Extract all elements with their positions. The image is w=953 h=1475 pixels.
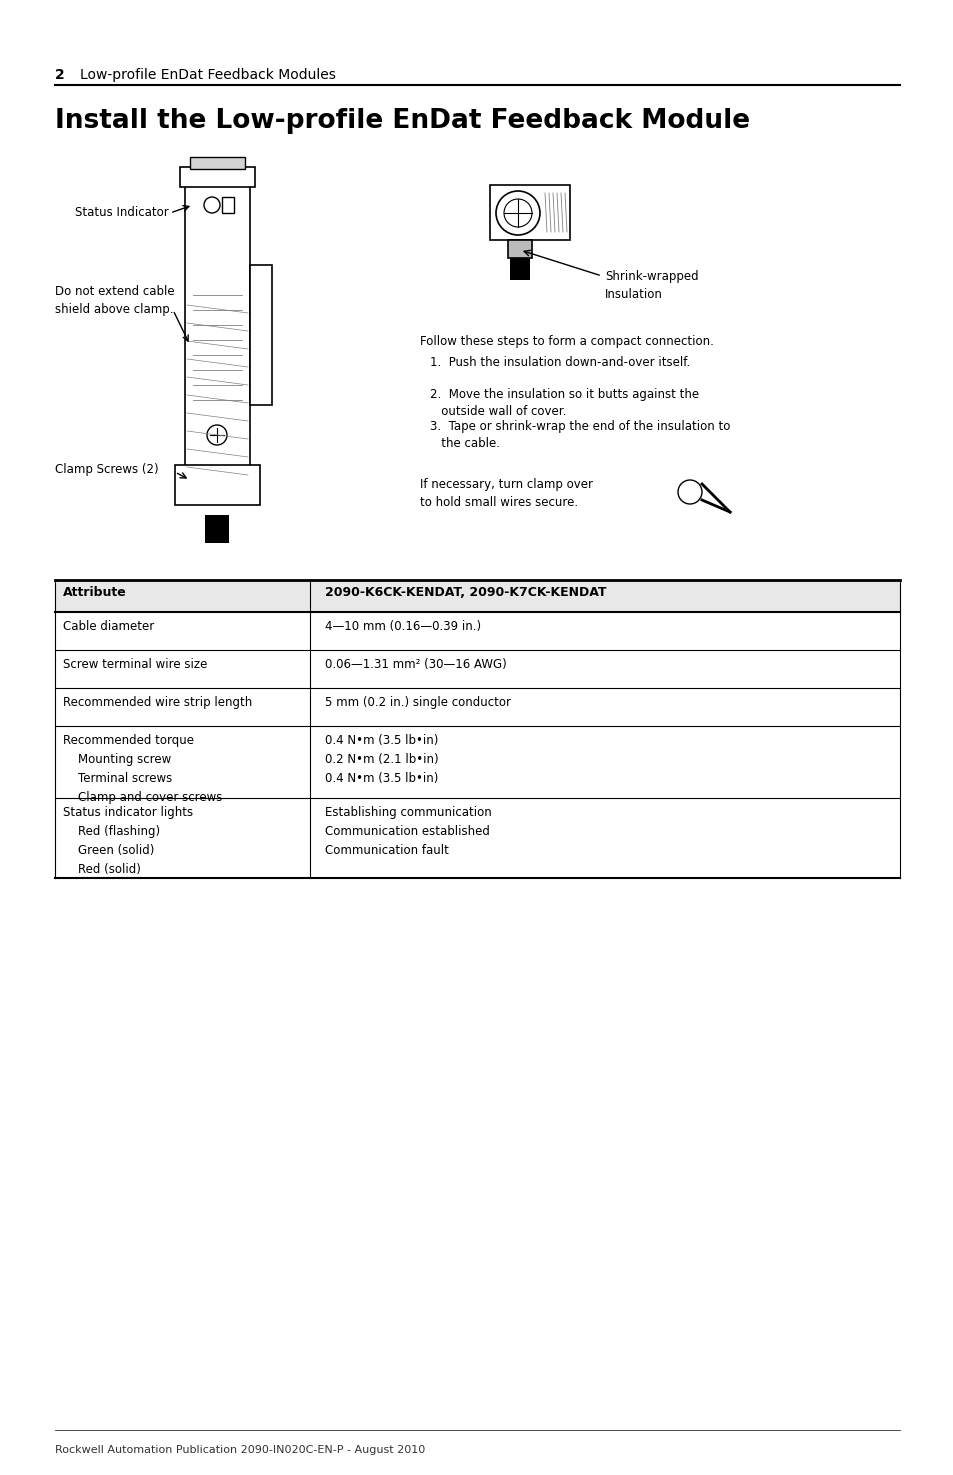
Text: 5 mm (0.2 in.) single conductor: 5 mm (0.2 in.) single conductor <box>325 696 511 709</box>
Text: 2.  Move the insulation so it butts against the
   outside wall of cover.: 2. Move the insulation so it butts again… <box>430 388 699 417</box>
Text: If necessary, turn clamp over
to hold small wires secure.: If necessary, turn clamp over to hold sm… <box>419 478 593 509</box>
Text: 0.4 N•m (3.5 lb•in)
0.2 N•m (2.1 lb•in)
0.4 N•m (3.5 lb•in): 0.4 N•m (3.5 lb•in) 0.2 N•m (2.1 lb•in) … <box>325 735 438 785</box>
Bar <box>185 184 250 496</box>
Text: 1.  Push the insulation down-and-over itself.: 1. Push the insulation down-and-over its… <box>430 355 690 369</box>
Text: Install the Low-profile EnDat Feedback Module: Install the Low-profile EnDat Feedback M… <box>55 108 749 134</box>
Text: 2090-K6CK-KENDAT, 2090-K7CK-KENDAT: 2090-K6CK-KENDAT, 2090-K7CK-KENDAT <box>325 586 606 599</box>
Circle shape <box>207 425 227 445</box>
Text: Recommended wire strip length: Recommended wire strip length <box>63 696 252 709</box>
Text: 3.  Tape or shrink-wrap the end of the insulation to
   the cable.: 3. Tape or shrink-wrap the end of the in… <box>430 420 730 450</box>
Bar <box>205 515 229 543</box>
Circle shape <box>503 199 532 227</box>
Text: Follow these steps to form a compact connection.: Follow these steps to form a compact con… <box>419 335 713 348</box>
Text: Screw terminal wire size: Screw terminal wire size <box>63 658 207 671</box>
Bar <box>507 240 532 258</box>
Text: Establishing communication
Communication established
Communication fault: Establishing communication Communication… <box>325 805 491 857</box>
Text: Recommended torque
    Mounting screw
    Terminal screws
    Clamp and cover sc: Recommended torque Mounting screw Termin… <box>63 735 222 804</box>
Text: Rockwell Automation Publication 2090-IN020C-EN-P - August 2010: Rockwell Automation Publication 2090-IN0… <box>55 1446 425 1454</box>
Circle shape <box>496 190 539 235</box>
Text: Status indicator lights
    Red (flashing)
    Green (solid)
    Red (solid): Status indicator lights Red (flashing) G… <box>63 805 193 876</box>
Bar <box>55 580 899 612</box>
Bar <box>190 156 245 170</box>
Bar <box>490 184 569 240</box>
Text: 4—10 mm (0.16—0.39 in.): 4—10 mm (0.16—0.39 in.) <box>325 620 480 633</box>
Bar <box>180 167 254 187</box>
Text: Cable diameter: Cable diameter <box>63 620 154 633</box>
Text: Attribute: Attribute <box>63 586 127 599</box>
Bar <box>510 258 530 280</box>
Bar <box>222 198 233 212</box>
Text: Shrink-wrapped
Insulation: Shrink-wrapped Insulation <box>604 270 698 301</box>
Circle shape <box>678 479 701 504</box>
Bar <box>250 266 272 406</box>
Text: Status Indicator: Status Indicator <box>75 207 169 220</box>
Circle shape <box>204 198 220 212</box>
Text: Do not extend cable
shield above clamp.: Do not extend cable shield above clamp. <box>55 285 174 316</box>
Text: 0.06—1.31 mm² (30—16 AWG): 0.06—1.31 mm² (30—16 AWG) <box>325 658 506 671</box>
Text: Clamp Screws (2): Clamp Screws (2) <box>55 463 158 476</box>
Text: Low-profile EnDat Feedback Modules: Low-profile EnDat Feedback Modules <box>80 68 335 83</box>
Text: 2: 2 <box>55 68 65 83</box>
Bar <box>174 465 260 504</box>
